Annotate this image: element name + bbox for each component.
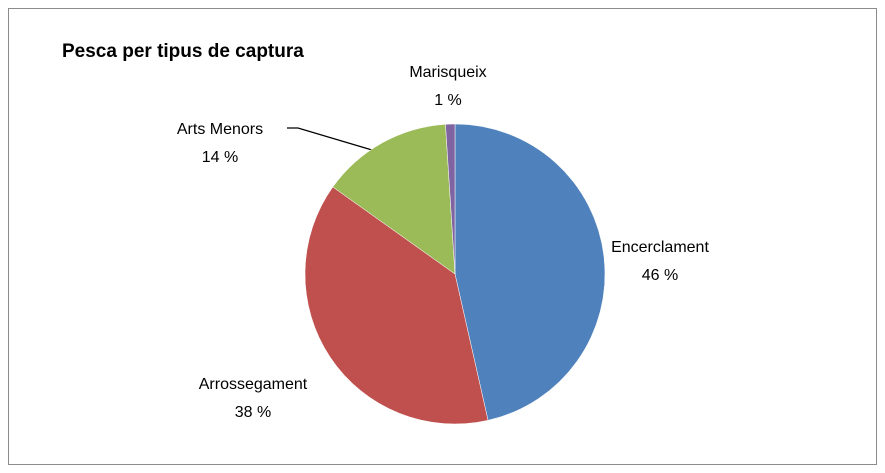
slice-label: Arts Menors bbox=[177, 121, 263, 138]
pie-slice bbox=[454, 123, 606, 421]
slice-label: Encerclament bbox=[611, 239, 709, 256]
pie-slice bbox=[304, 186, 489, 425]
chart-title: Pesca per tipus de captura bbox=[62, 41, 304, 62]
pie-slice bbox=[332, 124, 456, 275]
slice-label: Marisqueix bbox=[409, 64, 486, 81]
value-label: 14 % bbox=[202, 149, 238, 166]
value-label: 46 % bbox=[642, 267, 678, 284]
slice-label: Arrossegament bbox=[199, 376, 308, 393]
pie-slice bbox=[445, 123, 456, 275]
value-label: 1 % bbox=[434, 92, 462, 109]
leader-line bbox=[287, 127, 373, 151]
value-label: 38 % bbox=[235, 404, 271, 421]
